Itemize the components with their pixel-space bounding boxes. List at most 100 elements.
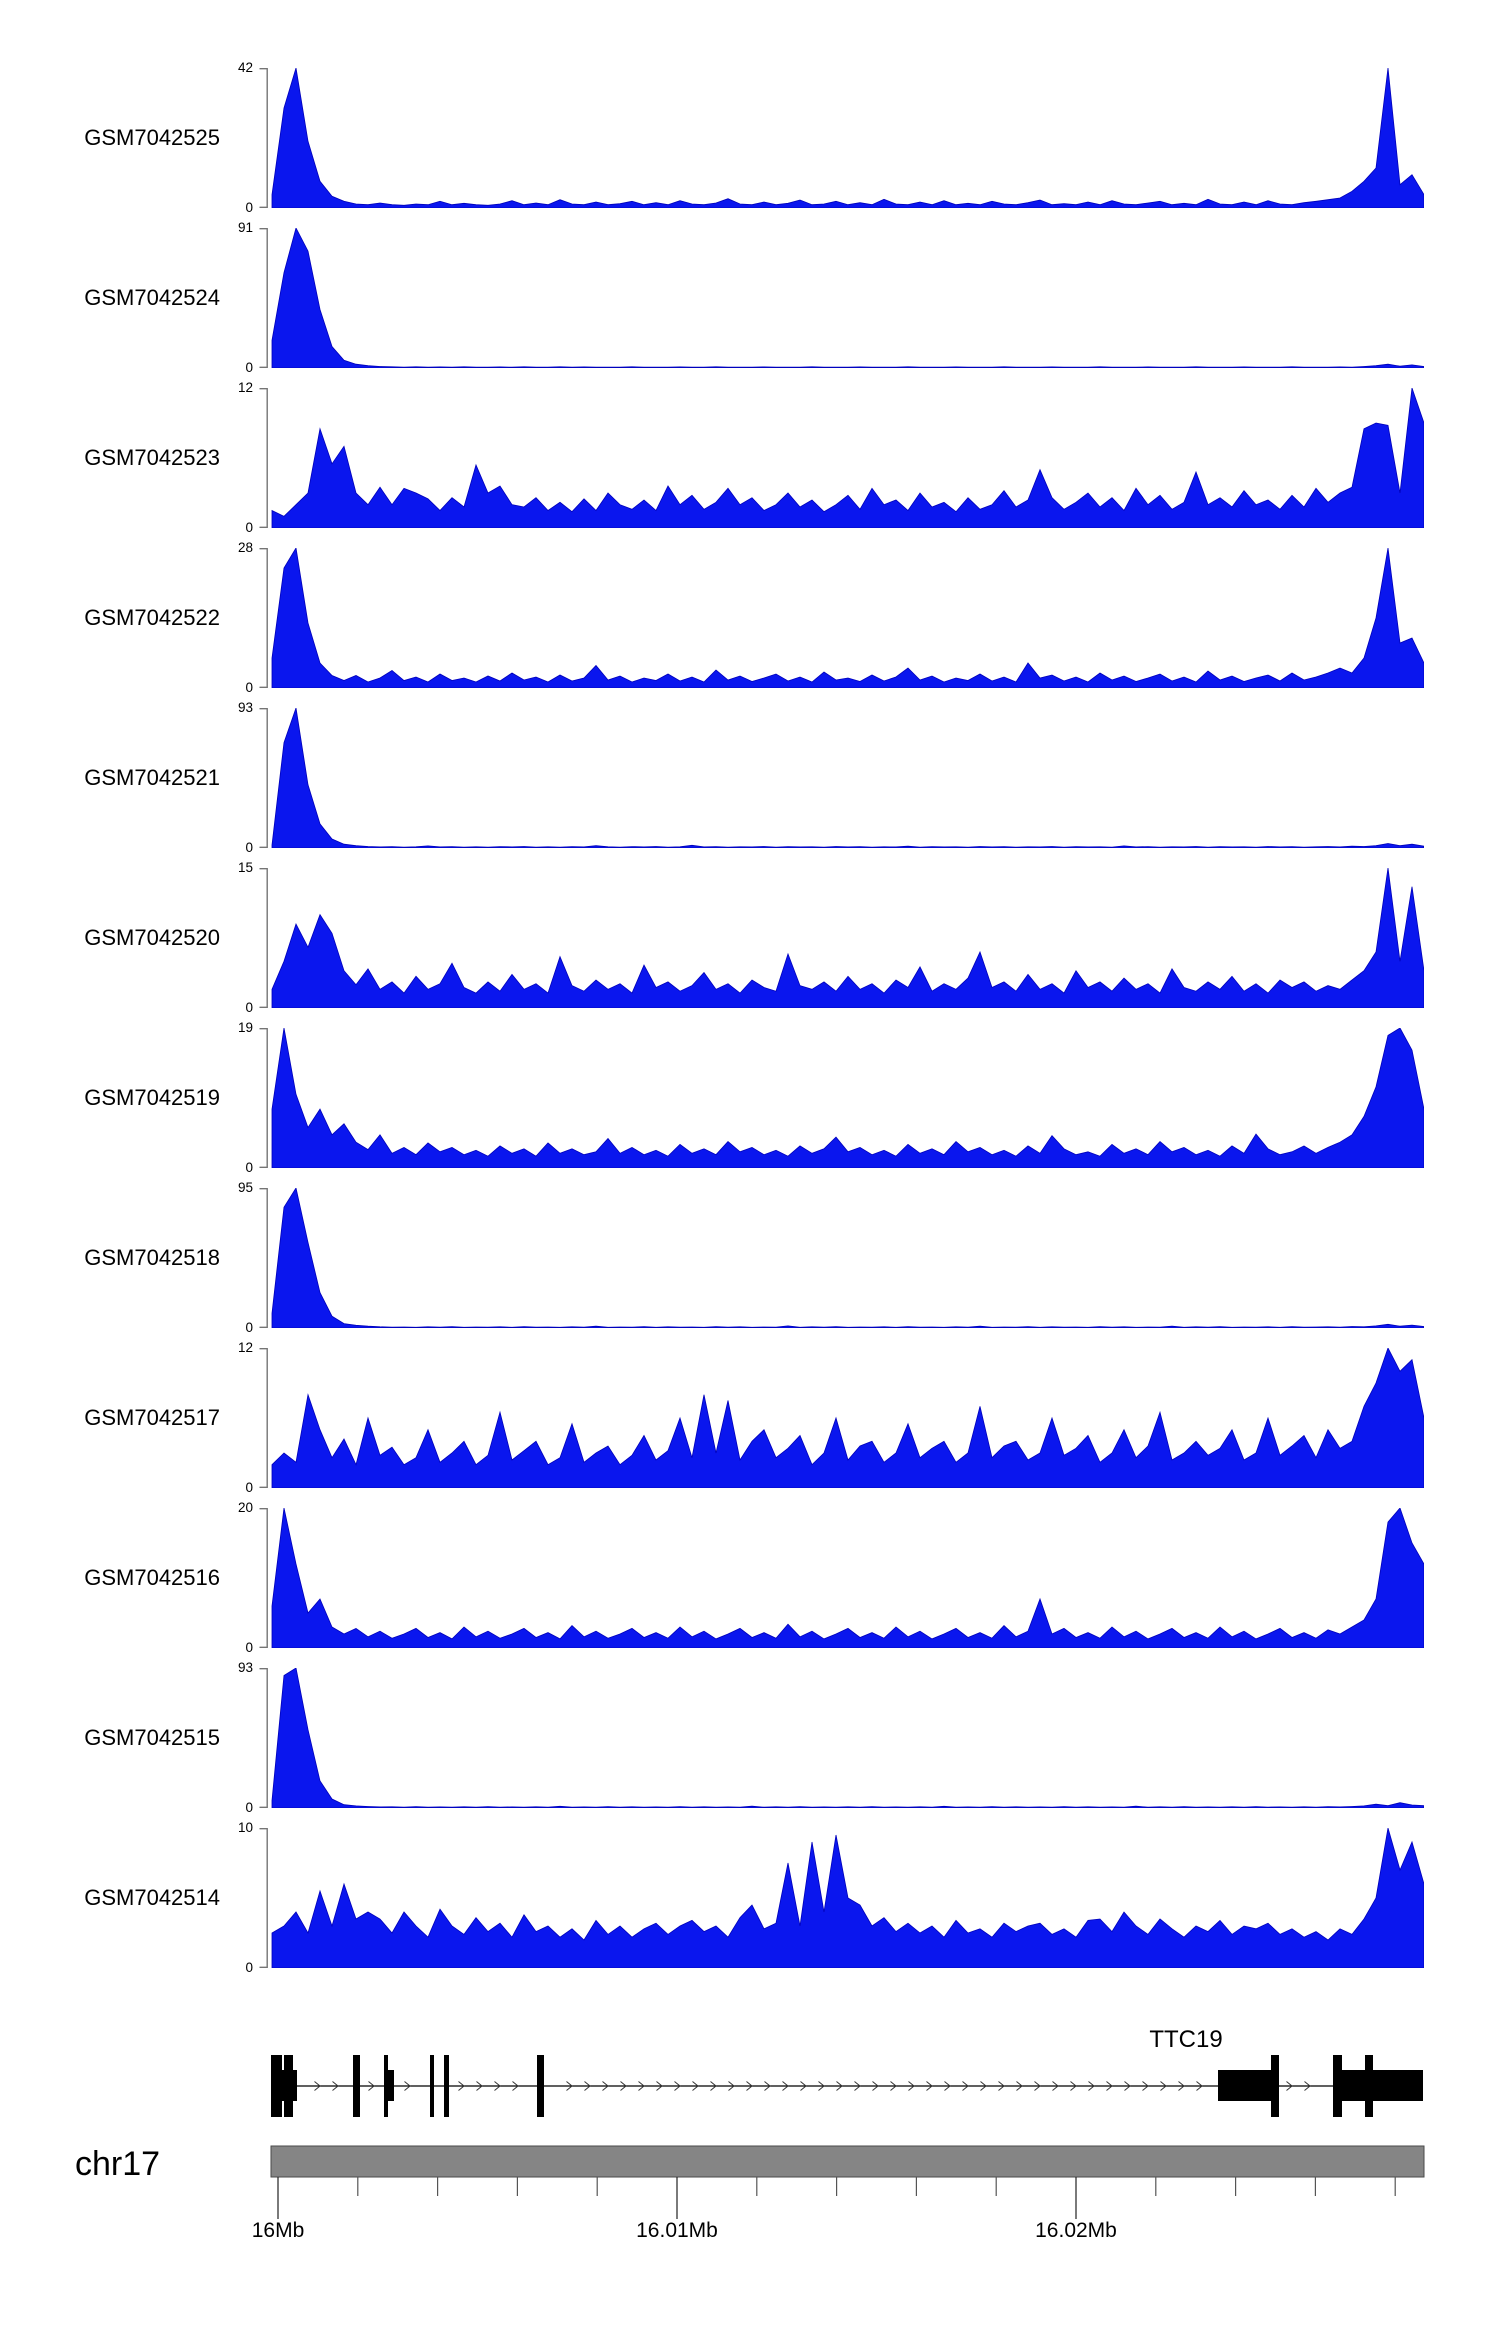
coverage-area	[271, 388, 1424, 528]
strand-arrowhead-icon	[620, 2081, 627, 2091]
coverage-area-chart	[259, 1828, 1424, 1968]
y-axis-zero-label: 0	[245, 1480, 253, 1495]
track-label: GSM7042521	[84, 765, 220, 790]
track-row: GSM7042525 42 0	[0, 60, 1500, 215]
y-axis-bracket	[259, 68, 268, 208]
strand-arrowhead-icon	[854, 2081, 861, 2091]
strand-arrowhead-icon	[782, 2081, 789, 2091]
strand-arrowhead-icon	[1070, 2081, 1077, 2091]
coverage-area-chart	[259, 1028, 1424, 1168]
y-axis-zero-label: 0	[245, 360, 253, 375]
strand-arrowhead-icon	[872, 2081, 879, 2091]
coverage-area	[271, 1508, 1424, 1648]
strand-arrowhead-icon	[944, 2081, 951, 2091]
strand-arrowhead-icon	[1286, 2081, 1293, 2091]
track-row: GSM7042524 91 0	[0, 220, 1500, 375]
gene-name-label: TTC19	[1149, 2026, 1222, 2053]
coverage-area-chart	[259, 1348, 1424, 1488]
coverage-area	[271, 228, 1424, 368]
y-axis-bracket	[259, 1668, 268, 1808]
track-row: GSM7042519 19 0	[0, 1020, 1500, 1175]
strand-arrowhead-icon	[818, 2081, 825, 2091]
track-row: GSM7042517 12 0	[0, 1340, 1500, 1495]
coverage-area-chart	[259, 868, 1424, 1008]
y-axis-max-label: 42	[237, 60, 253, 75]
y-axis-max-label: 19	[237, 1020, 253, 1035]
track-row: GSM7042523 12 0	[0, 380, 1500, 535]
strand-arrowhead-icon	[746, 2081, 753, 2091]
y-axis-max-label: 12	[237, 380, 253, 395]
strand-arrowhead-icon	[890, 2081, 897, 2091]
y-axis-bracket	[259, 1028, 268, 1168]
y-axis-max-label: 93	[237, 700, 253, 715]
strand-arrowhead-icon	[1016, 2081, 1023, 2091]
y-axis-bracket	[259, 708, 268, 848]
track-label: GSM7042517	[84, 1405, 220, 1430]
coverage-area	[271, 68, 1424, 208]
track-row: GSM7042518 95 0	[0, 1180, 1500, 1335]
y-axis-bracket	[259, 1828, 268, 1968]
strand-arrowhead-icon	[800, 2081, 807, 2091]
y-axis-bracket	[259, 228, 268, 368]
track-row: GSM7042522 28 0	[0, 540, 1500, 695]
track-label: GSM7042520	[84, 925, 220, 950]
cds-block	[277, 2070, 297, 2101]
track-label: GSM7042519	[84, 1085, 220, 1110]
y-axis-max-label: 10	[237, 1820, 253, 1835]
strand-arrowhead-icon	[692, 2081, 699, 2091]
strand-arrowhead-icon	[980, 2081, 987, 2091]
strand-arrowhead-icon	[1142, 2081, 1149, 2091]
track-row: GSM7042521 93 0	[0, 700, 1500, 855]
strand-arrowhead-icon	[476, 2081, 483, 2091]
track-label: GSM7042518	[84, 1245, 220, 1270]
track-label: GSM7042522	[84, 605, 220, 630]
y-axis-max-label: 91	[237, 220, 253, 235]
y-axis-max-label: 93	[237, 1660, 253, 1675]
chromosome-ruler: 16Mb 16.01Mb 16.02Mb	[252, 2145, 1425, 2242]
strand-arrowhead-icon	[458, 2081, 465, 2091]
chromosome-label: chr17	[75, 2145, 161, 2183]
y-axis-bracket	[259, 1508, 268, 1648]
strand-arrowhead-icon	[602, 2081, 609, 2091]
strand-arrowhead-icon	[1088, 2081, 1095, 2091]
coverage-area-chart	[259, 68, 1424, 208]
strand-arrowhead-icon	[710, 2081, 717, 2091]
strand-arrowhead-icon	[764, 2081, 771, 2091]
coverage-area	[271, 1188, 1424, 1328]
strand-arrowhead-icon	[728, 2081, 735, 2091]
exon	[353, 2055, 360, 2117]
strand-arrowhead-icon	[512, 2081, 519, 2091]
strand-arrowhead-icon	[584, 2081, 591, 2091]
coverage-area-chart	[259, 228, 1424, 368]
axis-tick-labels: 16Mb 16.01Mb 16.02Mb	[252, 2219, 1117, 2242]
strand-arrowhead-icon	[926, 2081, 933, 2091]
track-label: GSM7042525	[84, 125, 220, 150]
y-axis-max-label: 12	[237, 1340, 253, 1355]
y-axis-zero-label: 0	[245, 1320, 253, 1335]
coverage-area-chart	[259, 1188, 1424, 1328]
strand-arrowhead-icon	[368, 2081, 375, 2091]
y-axis-bracket	[259, 1348, 268, 1488]
track-row: GSM7042514 10 0	[0, 1820, 1500, 1975]
y-axis-zero-label: 0	[245, 680, 253, 695]
y-axis-zero-label: 0	[245, 840, 253, 855]
track-row: GSM7042515 93 0	[0, 1660, 1500, 1815]
coverage-area	[271, 1668, 1424, 1808]
y-axis-zero-label: 0	[245, 1800, 253, 1815]
strand-arrowhead-icon	[332, 2081, 339, 2091]
strand-arrowhead-icon	[1178, 2081, 1185, 2091]
exon	[537, 2055, 544, 2117]
y-axis-bracket	[259, 1188, 268, 1328]
strand-arrowhead-icon	[1160, 2081, 1167, 2091]
strand-arrowhead-icon	[638, 2081, 645, 2091]
y-axis-max-label: 15	[237, 860, 253, 875]
strand-arrowhead-icon	[1196, 2081, 1203, 2091]
strand-arrowhead-icon	[1052, 2081, 1059, 2091]
coverage-area-chart	[259, 1508, 1424, 1648]
strand-arrowhead-icon	[494, 2081, 501, 2091]
y-axis-bracket	[259, 868, 268, 1008]
cds-block	[1218, 2070, 1278, 2101]
cds-block	[384, 2070, 394, 2101]
track-label: GSM7042524	[84, 285, 220, 310]
